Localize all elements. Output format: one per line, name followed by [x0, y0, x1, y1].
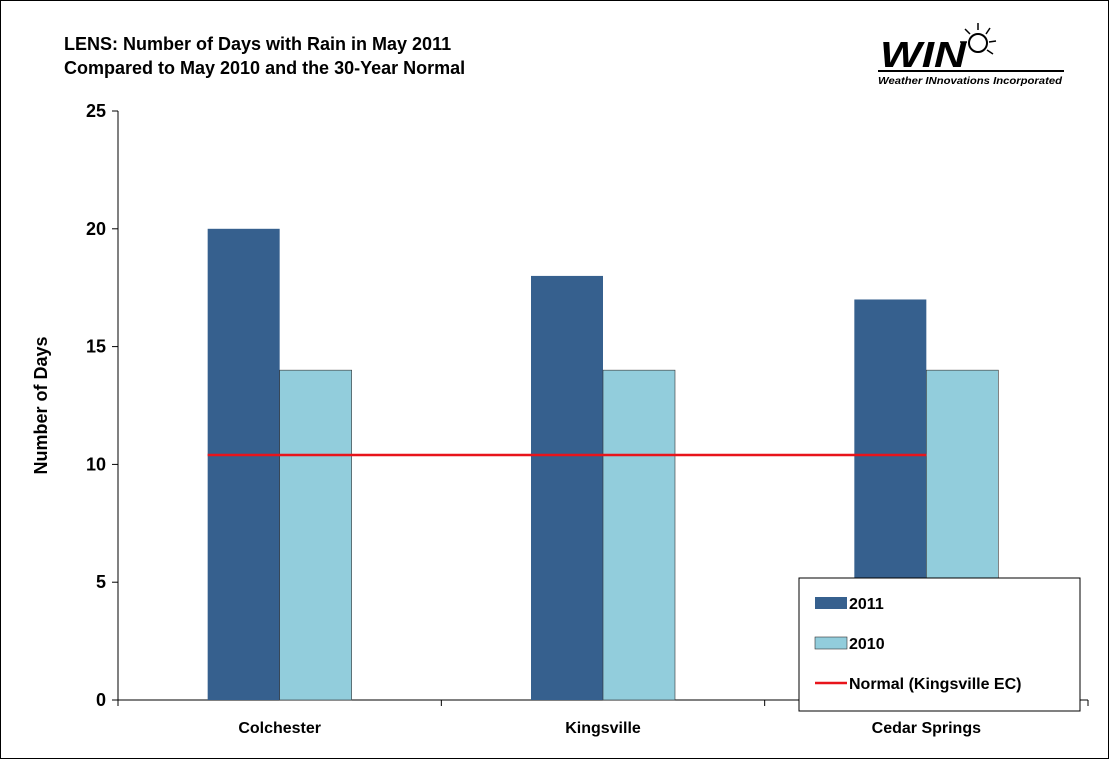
x-category-label: Cedar Springs [872, 720, 981, 737]
y-tick-label: 15 [86, 337, 106, 357]
y-axis-title: Number of Days [31, 336, 51, 474]
y-tick-label: 20 [86, 219, 106, 239]
x-category-label: Kingsville [565, 720, 641, 737]
y-tick-label: 25 [86, 101, 106, 121]
bar-2011-kingsville [531, 275, 603, 700]
y-tick-label: 10 [86, 454, 106, 474]
bar-2011-colchester [207, 228, 280, 701]
legend-label: Normal (Kingsville EC) [849, 676, 1021, 693]
legend-swatch-2011 [815, 597, 847, 609]
sun-icon [960, 23, 997, 55]
x-category-label: Colchester [238, 720, 321, 737]
bar-2010-kingsville [602, 369, 676, 701]
y-tick-label: 0 [96, 690, 106, 710]
chart-title-line1: LENS: Number of Days with Rain in May 20… [64, 34, 452, 54]
chart-title-line2: Compared to May 2010 and the 30-Year Nor… [64, 58, 466, 78]
legend-swatch-2010 [814, 636, 848, 650]
win-logo: WIN Weather INnovations Incorporated [878, 23, 1064, 87]
legend-label: 2011 [849, 596, 884, 613]
logo-mark: WIN [880, 34, 967, 75]
y-tick-label: 5 [96, 572, 106, 592]
logo-tagline: Weather INnovations Incorporated [878, 76, 1063, 87]
bar-2010-colchester [279, 369, 352, 701]
legend-label: 2010 [849, 636, 885, 653]
